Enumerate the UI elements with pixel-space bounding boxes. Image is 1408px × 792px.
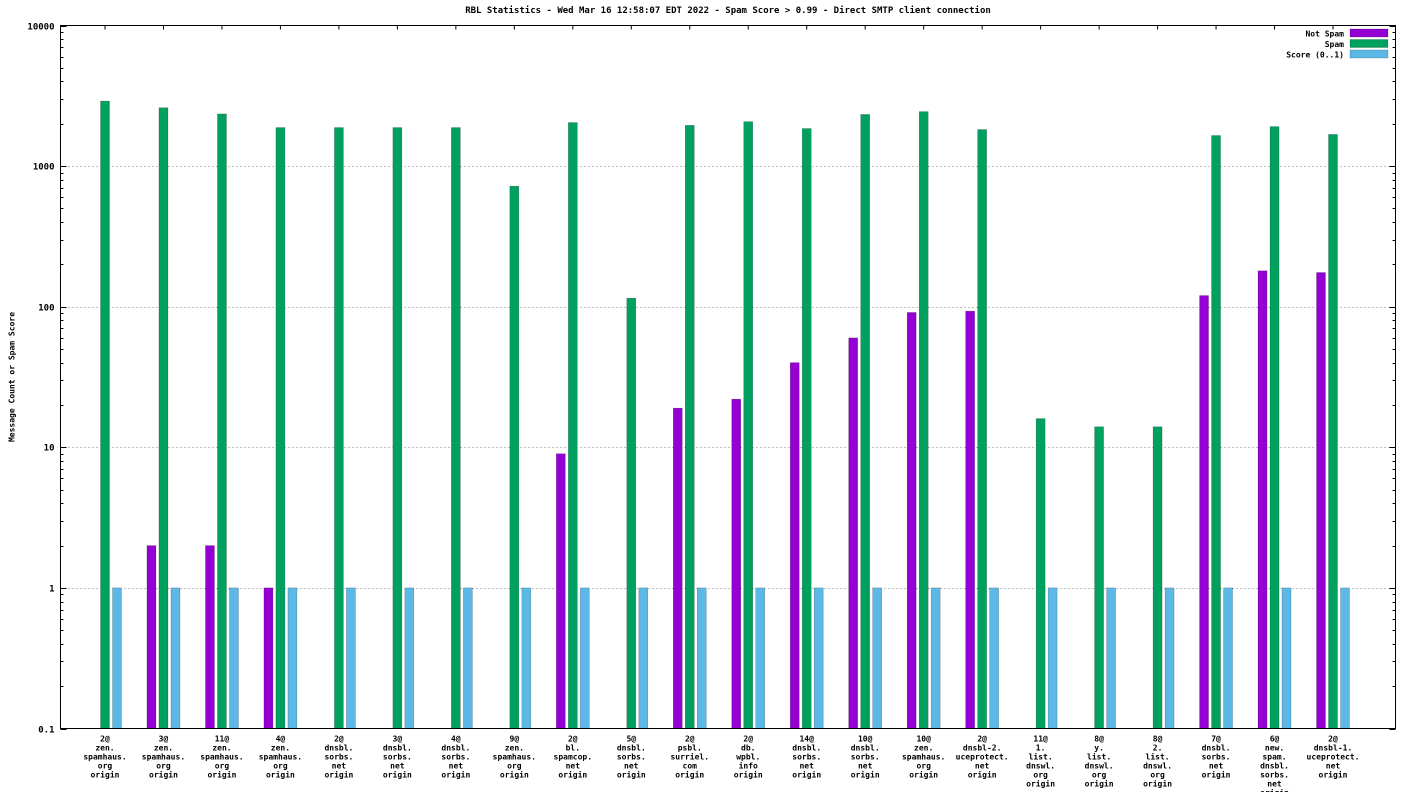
x-tick-label: 2@ dnsbl-2. uceprotect. net origin — [956, 735, 1009, 780]
bar-spam — [158, 107, 169, 729]
bar-spam — [100, 100, 110, 729]
bar-score-0-1- — [346, 587, 356, 729]
bar-not-spam — [789, 362, 800, 729]
bar-not-spam — [263, 587, 274, 729]
bar-spam — [685, 125, 695, 729]
bar-score-0-1- — [580, 587, 590, 729]
x-tick-label: 2@ zen. spamhaus. org origin — [83, 735, 126, 780]
bar-spam — [451, 127, 461, 729]
y-tick-label: 10 — [44, 444, 55, 454]
bar-not-spam — [205, 545, 215, 729]
bar-spam — [626, 297, 637, 729]
bar-score-0-1- — [872, 587, 882, 729]
legend-swatch — [1349, 49, 1389, 59]
bar-spam — [275, 127, 286, 729]
bar-not-spam — [906, 312, 917, 729]
legend-swatch — [1349, 39, 1389, 48]
x-tick-label: 10@ dnsbl. sorbs. net origin — [851, 735, 880, 780]
y-tick-label: 1 — [49, 585, 54, 595]
x-tick-label: 9@ zen. spamhaus. org origin — [493, 735, 536, 780]
bar-spam — [860, 114, 870, 729]
bar-spam — [1152, 426, 1163, 729]
x-tick-label: 11@ zen. spamhaus. org origin — [200, 735, 243, 780]
bar-spam — [334, 127, 344, 729]
x-tick-label: 7@ dnsbl. sorbs. net origin — [1202, 735, 1231, 780]
bar-spam — [568, 122, 578, 729]
bar-spam — [1035, 418, 1046, 729]
bar-not-spam — [1199, 295, 1209, 729]
x-tick-label: 2@ psbl. surriel. com origin — [670, 735, 709, 780]
chart-title: RBL Statistics - Wed Mar 16 12:58:07 EDT… — [465, 6, 991, 16]
legend-label: Spam — [1325, 40, 1344, 49]
bar-spam — [1094, 426, 1104, 729]
x-tick-label: 10@ zen. spamhaus. org origin — [902, 735, 945, 780]
bar-score-0-1- — [521, 587, 532, 729]
bar-not-spam — [1257, 270, 1268, 729]
legend-swatch — [1349, 28, 1389, 38]
bar-not-spam — [556, 453, 566, 729]
bar-score-0-1- — [697, 587, 707, 729]
bar-spam — [1211, 135, 1221, 729]
bar-spam — [918, 111, 929, 729]
bar-score-0-1- — [638, 587, 649, 729]
bar-score-0-1- — [755, 587, 765, 729]
bar-spam — [977, 129, 987, 729]
y-axis-label: Message Count or Spam Score — [7, 311, 17, 443]
y-tick-label: 100 — [38, 304, 54, 314]
bar-not-spam — [965, 310, 975, 729]
bar-score-0-1- — [989, 587, 999, 729]
bar-score-0-1- — [813, 587, 824, 729]
bar-spam — [801, 128, 812, 729]
bar-not-spam — [731, 398, 741, 729]
x-tick-label: 3@ dnsbl. sorbs. net origin — [383, 735, 412, 780]
bar-not-spam — [848, 337, 858, 729]
bar-score-0-1- — [1281, 587, 1292, 729]
bar-score-0-1- — [930, 587, 941, 729]
bar-score-0-1- — [1047, 587, 1058, 729]
x-tick-label: 3@ zen. spamhaus. org origin — [142, 735, 185, 780]
y-tick-label: 10000 — [27, 23, 54, 33]
x-tick-label: 5@ dnsbl. sorbs. net origin — [617, 735, 646, 780]
bar-not-spam — [146, 545, 157, 729]
bar-spam — [509, 185, 520, 729]
x-tick-label: 2@ db. wpbl. info origin — [734, 735, 763, 780]
x-tick-label: 2@ dnsbl. sorbs. net origin — [324, 735, 353, 780]
bar-score-0-1- — [112, 587, 122, 729]
bar-score-0-1- — [1164, 587, 1175, 729]
legend-label: Score (0..1) — [1286, 51, 1344, 60]
legend-label: Not Spam — [1305, 30, 1344, 39]
bar-not-spam — [673, 407, 683, 729]
bar-score-0-1- — [1106, 587, 1116, 729]
bar-score-0-1- — [1340, 587, 1350, 729]
x-tick-label: 2@ bl. spamcop. net origin — [554, 735, 593, 780]
x-tick-label: 11@ 1. list. dnswl. org origin — [1026, 735, 1055, 789]
bar-spam — [1328, 134, 1338, 729]
bar-spam — [392, 127, 403, 729]
bar-not-spam — [1316, 272, 1326, 729]
bar-score-0-1- — [287, 587, 298, 729]
y-tick-label: 0.1 — [38, 726, 54, 736]
bar-score-0-1- — [404, 587, 415, 729]
x-tick-label: 4@ dnsbl. sorbs. net origin — [441, 735, 470, 780]
bar-spam — [743, 121, 753, 729]
bar-score-0-1- — [463, 587, 473, 729]
x-tick-label: 8@ 2. list. dnswl. org origin — [1143, 735, 1172, 789]
x-tick-label: 8@ y. list. dnswl. org origin — [1085, 735, 1114, 789]
bar-score-0-1- — [170, 587, 181, 729]
x-tick-label: 4@ zen. spamhaus. org origin — [259, 735, 302, 780]
bar-spam — [217, 113, 227, 729]
bar-spam — [1269, 126, 1280, 729]
x-tick-label: 14@ dnsbl. sorbs. net origin — [792, 735, 821, 780]
bar-score-0-1- — [1223, 587, 1233, 729]
x-tick-label: 2@ dnsbl-1. uceprotect. net origin — [1307, 735, 1360, 780]
plot-border — [60, 25, 1396, 729]
bar-score-0-1- — [229, 587, 239, 729]
y-tick-label: 1000 — [33, 163, 55, 173]
